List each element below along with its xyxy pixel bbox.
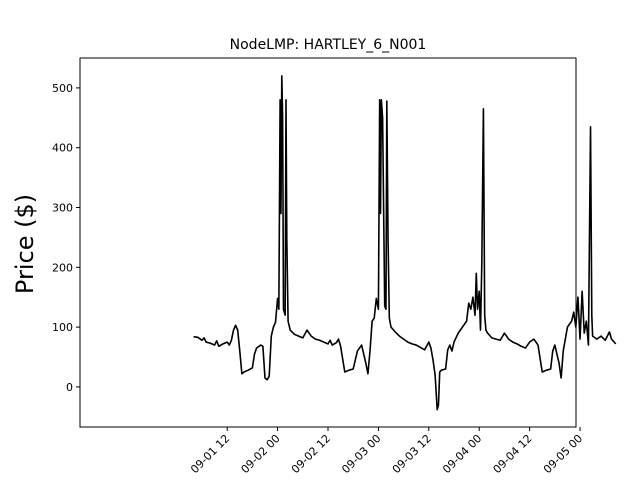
plot-area — [79, 57, 577, 428]
y-axis-label: Price ($) — [11, 194, 39, 294]
y-tick-label: 0 — [66, 381, 73, 394]
y-tick-label: 500 — [52, 82, 73, 95]
y-tick-label: 100 — [52, 321, 73, 334]
y-tick-label: 300 — [52, 202, 73, 215]
series-line — [193, 75, 617, 411]
y-tick-label: 400 — [52, 142, 73, 155]
series-layer — [193, 75, 617, 411]
chart-title: NodeLMP: HARTLEY_6_N001 — [230, 37, 427, 53]
y-tick-label: 200 — [52, 261, 73, 274]
